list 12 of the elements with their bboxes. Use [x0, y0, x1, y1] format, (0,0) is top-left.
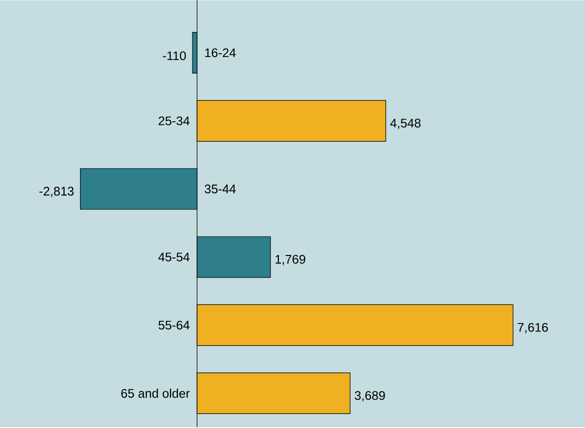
y-tick-label: 16-24	[205, 48, 236, 58]
y-tick-label: 45-54	[158, 252, 190, 262]
y-tick-label: 55-64	[158, 320, 190, 330]
data-label: 1,769	[276, 255, 306, 266]
y-tick-label: 25-34	[158, 116, 190, 126]
data-label: 3,689	[354, 391, 385, 402]
data-label: 7,616	[518, 323, 548, 334]
y-tick-label: 35-44	[204, 184, 236, 194]
data-label: -110	[162, 52, 186, 60]
data-label: 4,548	[390, 118, 421, 130]
y-tick-label: 65 and older	[121, 388, 190, 398]
data-label: -2,813	[39, 187, 74, 198]
